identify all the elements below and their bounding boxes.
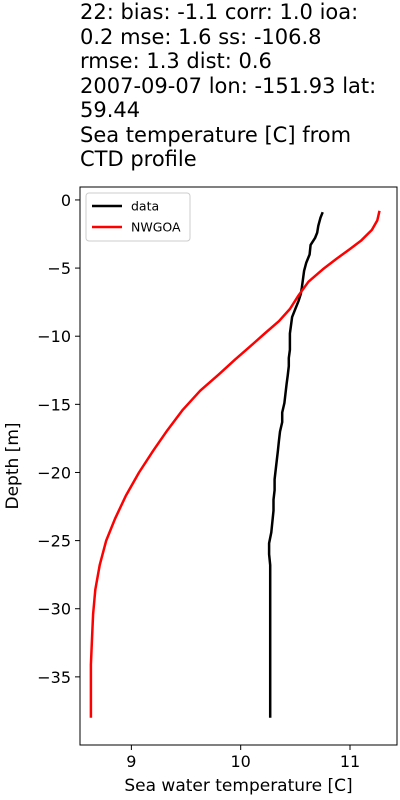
y-axis-label: Depth [m] [3, 422, 23, 509]
series-line-nwgoa [89, 210, 381, 718]
title-line: 59.44 [80, 98, 141, 122]
title-line: CTD profile [80, 147, 197, 171]
legend-label-data: data [131, 199, 159, 214]
x-axis-label: Sea water temperature [C] [124, 776, 352, 796]
title-line: 0.2 mse: 1.6 ss: -106.8 [80, 24, 322, 49]
y-tick-label: −15 [37, 395, 71, 414]
series-layer [89, 210, 381, 718]
x-tick-label: 10 [231, 752, 251, 771]
chart-title: 22: bias: -1.1 corr: 1.0 ioa: 0.2 mse: 1.… [80, 0, 398, 172]
y-tick-label: −35 [37, 668, 71, 687]
title-line: 2007-09-07 lon: -151.93 lat: [80, 73, 377, 98]
y-tick-label: −30 [37, 600, 71, 619]
y-tick-label: −25 [37, 532, 71, 551]
x-tick-label: 9 [126, 752, 136, 771]
title-line: 22: bias: -1.1 corr: 1.0 ioa: [80, 0, 359, 24]
title-line: Sea temperature [C] from [80, 122, 352, 147]
x-tick-label: 11 [340, 752, 360, 771]
y-tick-label: −20 [37, 463, 71, 482]
legend-label-nwgoa: NWGOA [131, 220, 181, 235]
plot-frame [79, 186, 398, 746]
title-line: rmse: 1.3 dist: 0.6 [80, 49, 272, 73]
ticks-layer: 9 10 11 0 −5 −10 −15 −20 −25 −30 −35 [37, 191, 360, 771]
y-tick-label: 0 [61, 191, 71, 210]
series-line-data [267, 211, 324, 718]
y-tick-label: −5 [47, 259, 71, 278]
legend: data NWGOA [85, 192, 191, 242]
y-tick-label: −10 [37, 327, 71, 346]
